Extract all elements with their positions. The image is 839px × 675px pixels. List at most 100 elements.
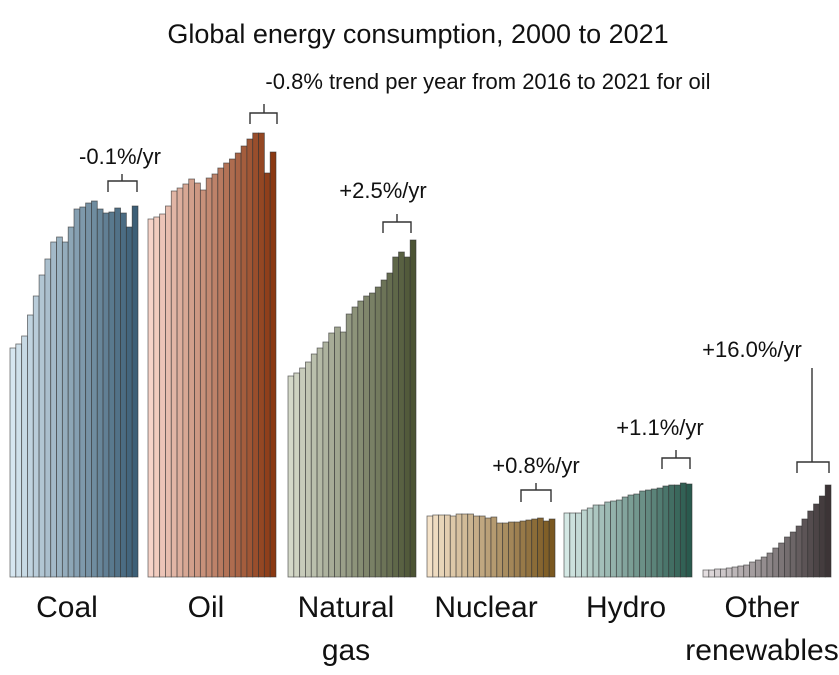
oil-trend-note: -0.8% trend per year from 2016 to 2021 f… — [265, 69, 710, 94]
bar-coal-2010 — [67, 226, 75, 578]
bar-natural-gas-2019 — [398, 251, 405, 578]
coal-trend-bracket — [107, 174, 138, 192]
bar-oil-2007 — [188, 178, 195, 578]
bar-other-renewables-2004 — [725, 567, 733, 578]
bar-oil-2019 — [258, 132, 265, 578]
bar-nuclear-2000 — [426, 515, 434, 578]
bar-natural-gas-2013 — [363, 295, 370, 578]
bar-oil-2021 — [269, 151, 277, 578]
bar-other-renewables-2009 — [754, 559, 762, 578]
bar-nuclear-2011 — [490, 516, 498, 578]
label-natural-gas-line1: Natural — [298, 591, 395, 624]
bar-coal-2021 — [131, 205, 139, 578]
bar-natural-gas-2015 — [374, 286, 382, 578]
bar-nuclear-2016 — [519, 520, 527, 578]
bar-natural-gas-2001 — [293, 372, 301, 578]
bar-hydro-2013 — [639, 490, 646, 578]
bar-coal-2011 — [73, 208, 81, 578]
bar-oil-2013 — [223, 162, 230, 578]
bar-nuclear-2002 — [438, 514, 445, 578]
hydro-trend-bracket — [661, 450, 691, 469]
bar-natural-gas-2010 — [345, 313, 353, 578]
label-hydro: Hydro — [586, 591, 666, 624]
bar-natural-gas-2021 — [409, 239, 417, 578]
bar-oil-2000 — [147, 218, 155, 578]
bar-other-renewables-2018 — [807, 510, 814, 578]
bar-natural-gas-2002 — [299, 367, 306, 578]
nuclear-trend-label: +0.8%/yr — [492, 453, 579, 478]
bar-oil-2005 — [176, 187, 184, 578]
bar-nuclear-2019 — [537, 517, 544, 578]
bar-coal-2002 — [21, 335, 28, 578]
bar-natural-gas-2000 — [287, 375, 295, 578]
bar-other-renewables-2002 — [714, 568, 721, 578]
label-oil: Oil — [188, 591, 225, 624]
bar-oil-2011 — [211, 173, 219, 578]
bar-oil-2016 — [240, 145, 248, 578]
bar-coal-2004 — [32, 295, 40, 578]
bar-oil-2018 — [252, 132, 259, 578]
bar-nuclear-2004 — [449, 515, 457, 578]
bar-coal-2013 — [85, 202, 92, 578]
bar-coal-2016 — [102, 212, 110, 578]
bar-oil-2015 — [234, 152, 242, 578]
bar-natural-gas-2004 — [310, 353, 318, 578]
bar-nuclear-2007 — [467, 513, 474, 578]
bar-nuclear-2014 — [508, 521, 515, 578]
bar-nuclear-2001 — [432, 514, 440, 578]
bar-oil-2014 — [229, 158, 236, 578]
bar-natural-gas-2012 — [357, 300, 365, 578]
bar-natural-gas-2016 — [380, 279, 388, 578]
bar-hydro-2014 — [645, 489, 652, 578]
bar-natural-gas-2020 — [403, 256, 411, 578]
coal-trend-label: -0.1%/yr — [79, 144, 161, 169]
bar-hydro-2004 — [586, 507, 594, 578]
bar-hydro-2007 — [604, 501, 611, 578]
bar-hydro-2008 — [610, 500, 617, 578]
bar-hydro-2005 — [592, 504, 600, 578]
bar-oil-2010 — [205, 177, 213, 578]
bar-oil-2012 — [217, 167, 225, 578]
bar-natural-gas-2014 — [369, 292, 376, 578]
bar-natural-gas-2009 — [339, 331, 347, 578]
bar-coal-2007 — [50, 241, 57, 578]
bar-hydro-2000 — [563, 512, 571, 578]
bar-other-renewables-2003 — [720, 568, 727, 578]
chart-title: Global energy consumption, 2000 to 2021 — [167, 19, 668, 49]
bar-natural-gas-2008 — [334, 326, 341, 578]
bar-oil-2001 — [153, 216, 161, 578]
bar-coal-2008 — [56, 236, 63, 578]
bar-oil-2020 — [263, 172, 271, 578]
bar-nuclear-2021 — [548, 518, 556, 578]
bar-coal-2009 — [61, 241, 69, 578]
bar-other-renewables-2015 — [789, 531, 797, 578]
bar-nuclear-2003 — [444, 514, 451, 578]
bar-coal-2020 — [125, 226, 133, 578]
bar-coal-2017 — [108, 211, 116, 578]
bar-nuclear-2017 — [525, 519, 533, 578]
bar-coal-2015 — [96, 208, 104, 578]
bar-hydro-2016 — [656, 487, 664, 578]
bar-other-renewables-2020 — [818, 495, 826, 578]
gas-trend-bracket — [382, 214, 412, 233]
bar-hydro-2015 — [650, 488, 658, 578]
bar-other-renewables-2013 — [778, 542, 785, 578]
bar-hydro-2003 — [581, 509, 588, 578]
label-other-renewables-line2: renewables — [685, 634, 838, 667]
bar-hydro-2018 — [668, 484, 675, 578]
bar-hydro-2009 — [615, 499, 623, 578]
bar-natural-gas-2005 — [316, 347, 324, 578]
bar-coal-2000 — [9, 347, 17, 578]
other-trend-bracket — [796, 368, 830, 473]
bar-natural-gas-2003 — [305, 361, 312, 578]
bar-coal-2003 — [27, 314, 34, 578]
bar-natural-gas-2006 — [322, 341, 330, 578]
bar-other-renewables-2019 — [813, 503, 820, 578]
bar-other-renewables-2011 — [766, 552, 774, 578]
bar-nuclear-2005 — [455, 513, 463, 578]
bar-other-renewables-2006 — [737, 565, 745, 578]
bar-hydro-2019 — [674, 484, 681, 578]
bar-oil-2003 — [165, 205, 172, 578]
bar-hydro-2001 — [569, 512, 577, 578]
